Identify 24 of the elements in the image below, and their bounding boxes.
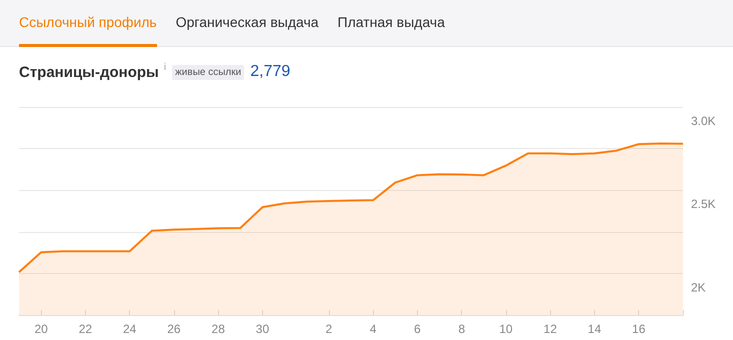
x-tick-label: 24 [122,322,137,336]
x-tick-label: 4 [370,322,377,336]
info-icon: i [164,62,166,72]
x-tick-label: 26 [167,322,181,336]
text: Платная выдача [338,13,445,32]
text: живые ссылки [172,64,244,80]
x-tick-label: 2 [326,322,333,336]
text: Ссылочный профиль [19,0,157,47]
x-tick-label: 30 [256,322,270,336]
x-tick-label: 8 [458,322,466,336]
text: 2,779 [250,63,290,81]
x-tick-label: 10 [499,322,513,336]
y-tick-label: 2K [691,280,706,294]
x-tick-label: 28 [212,322,226,336]
x-tick-label: 16 [632,322,646,336]
y-tick-label: 3.0K [691,114,716,128]
x-tick-label: 20 [34,322,48,336]
y-tick-label: 2.5K [691,197,716,212]
chart-title: Страницы-доноры [19,64,159,80]
x-tick-label: 12 [544,322,558,336]
x-tick-label: 14 [588,322,602,336]
text: Органическая выдача [176,13,319,32]
x-tick-label: 22 [78,322,92,336]
x-tick-label: 6 [414,322,422,336]
